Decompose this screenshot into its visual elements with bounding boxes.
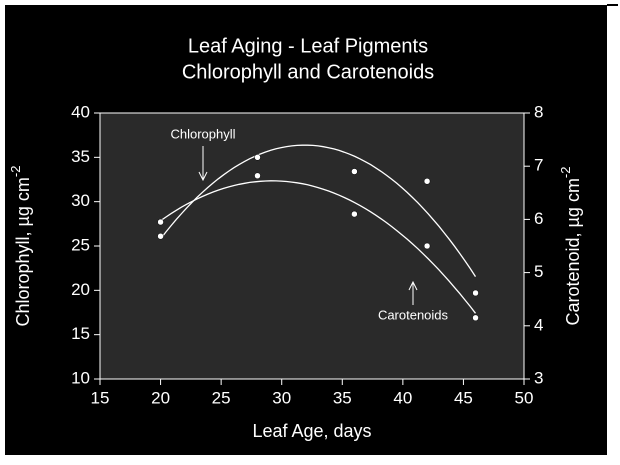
- data-point: [472, 289, 479, 297]
- y2-tick-label: 6: [534, 209, 543, 228]
- data-point: [157, 218, 164, 226]
- x-tick-label: 20: [151, 388, 170, 407]
- y2-axis-label-text: Carotenoid, µg cm: [563, 178, 583, 325]
- y-tick-label: 20: [71, 280, 90, 299]
- annotation: Carotenoids: [378, 307, 449, 322]
- annotation-arrow: [198, 146, 208, 182]
- x-tick-label: 40: [393, 388, 412, 407]
- y-tick-label: 30: [71, 191, 90, 210]
- y-axis-label: Chlorophyll, µg cm-2: [8, 166, 32, 327]
- data-point: [423, 178, 431, 185]
- chart-title: Leaf Aging - Leaf Pigments: [188, 35, 428, 57]
- y-tick-label: 10: [71, 368, 90, 387]
- y-tick-label: 15: [71, 324, 90, 343]
- y-axis-label-sup: -2: [8, 166, 23, 178]
- x-tick-label: 35: [333, 388, 352, 407]
- data-point: [254, 172, 261, 180]
- data-point: [423, 242, 431, 250]
- y2-tick-label: 4: [534, 315, 543, 334]
- fit-curve: [160, 180, 477, 314]
- data-point: [472, 314, 479, 322]
- data-point: [157, 232, 164, 240]
- x-axis-label: Leaf Age, days: [252, 421, 371, 441]
- y2-tick-label: 8: [534, 102, 543, 121]
- y2-tick-label: 7: [534, 156, 543, 175]
- x-tick-label: 50: [515, 388, 534, 407]
- plot-area: [100, 113, 524, 379]
- fit-curve: [160, 144, 477, 277]
- annotation-arrow: [408, 280, 418, 305]
- data-point: [351, 210, 358, 218]
- x-tick-label: 45: [454, 388, 473, 407]
- x-tick-label: 30: [272, 388, 291, 407]
- y2-axis-label: Carotenoid, µg cm-2: [558, 167, 582, 326]
- annotation: Chlorophyll: [170, 126, 235, 141]
- x-tick-label: 15: [91, 388, 110, 407]
- y2-tick-label: 5: [534, 262, 543, 281]
- y-tick-label: 25: [71, 235, 90, 254]
- y-tick-label: 40: [71, 102, 90, 121]
- y2-tick-label: 3: [534, 368, 543, 387]
- chart-subtitle: Chlorophyll and Carotenoids: [182, 61, 434, 83]
- x-tick-label: 25: [212, 388, 231, 407]
- data-point: [351, 168, 358, 175]
- y-tick-label: 35: [71, 147, 90, 166]
- data-point: [254, 154, 261, 161]
- y-axis-label-text: Chlorophyll, µg cm: [13, 177, 33, 326]
- y2-axis-label-sup: -2: [558, 167, 573, 179]
